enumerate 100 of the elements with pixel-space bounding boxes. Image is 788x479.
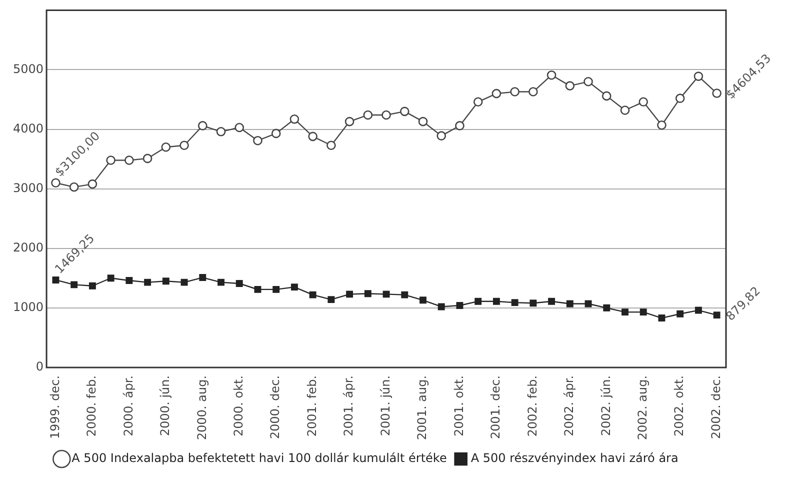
point: [236, 280, 243, 287]
x-tick-label: 2001. dec.: [488, 375, 503, 440]
point: [640, 308, 647, 316]
point: [180, 278, 188, 286]
point: [88, 179, 98, 189]
point: [418, 116, 428, 126]
x-tick-label: 2001. okt.: [452, 375, 466, 436]
point: [584, 77, 593, 86]
point: [511, 299, 518, 306]
point: [565, 81, 575, 90]
point: [530, 300, 537, 307]
x-tick-label: 2000. aug.: [194, 375, 209, 440]
point: [566, 300, 574, 308]
point: [254, 286, 262, 293]
point: [638, 97, 648, 107]
point: [234, 122, 244, 132]
point: [272, 286, 280, 293]
point: [510, 87, 520, 96]
point: [473, 97, 483, 107]
point: [658, 314, 666, 322]
x-tick-label: 1999. dec.: [48, 375, 62, 440]
x-tick-label: 2002. dec.: [708, 375, 723, 440]
point: [253, 136, 262, 146]
point: [713, 312, 720, 319]
y-tick-label: 3000: [12, 180, 44, 195]
point: [676, 310, 684, 318]
x-tick-label: 2002. ápr.: [562, 375, 576, 436]
point: [107, 274, 114, 282]
point: [492, 88, 502, 98]
x-tick-label: 2000. dec.: [268, 375, 282, 440]
point: [603, 304, 610, 312]
point: [199, 274, 206, 282]
point: [420, 296, 426, 304]
point: [584, 300, 592, 308]
y-tick-label: 1000: [12, 300, 44, 314]
x-tick-label: 2000. okt.: [231, 375, 246, 436]
y-tick-label: 4000: [12, 121, 44, 136]
point: [218, 278, 224, 286]
point: [344, 116, 354, 126]
point: [271, 128, 281, 138]
point: [142, 154, 152, 164]
point: [456, 302, 464, 309]
point: [198, 121, 208, 130]
point: [308, 132, 318, 142]
point: [52, 276, 60, 284]
point: [657, 120, 666, 130]
x-tick-label: 2001. jún.: [378, 375, 392, 436]
point: [546, 70, 556, 80]
point: [363, 110, 373, 120]
x-tick-label: 2001. feb.: [304, 375, 319, 437]
legend-label: A 500 Indexalapba befektetett havi 100 dollár kumulált értéke: [72, 451, 447, 466]
point: [492, 298, 500, 305]
point: [455, 121, 464, 130]
point: [326, 140, 336, 150]
point: [438, 303, 445, 310]
x-tick-label: 2000. feb.: [84, 375, 99, 437]
y-tick-label: 0: [36, 360, 44, 374]
x-tick-label: 2000. jún.: [158, 375, 172, 436]
point: [346, 290, 354, 298]
point: [694, 72, 704, 81]
point: [328, 296, 335, 304]
x-tick-label: 2002. aug.: [635, 375, 650, 440]
point: [70, 281, 78, 288]
x-tick-label: 2001. aug.: [415, 375, 430, 440]
point: [436, 131, 446, 140]
point: [290, 114, 300, 124]
x-tick-label: 2002. okt.: [672, 375, 686, 436]
point: [51, 178, 60, 188]
point: [400, 106, 410, 116]
point: [694, 306, 702, 314]
point: [309, 291, 316, 298]
point: [106, 156, 116, 165]
point: [382, 290, 390, 298]
point: [124, 156, 134, 165]
point: [162, 278, 170, 285]
x-tick-label: 2002. jún.: [598, 375, 613, 436]
point: [382, 110, 391, 120]
y-tick-label: 5000: [12, 62, 44, 76]
point: [712, 88, 722, 98]
point: [161, 142, 171, 152]
point: [602, 91, 612, 101]
point: [88, 282, 96, 290]
x-tick-label: 2002. feb.: [525, 375, 540, 437]
point: [364, 290, 372, 298]
point: [290, 284, 298, 291]
point: [126, 277, 133, 284]
point: [622, 308, 628, 316]
point: [216, 127, 226, 136]
point: [69, 182, 79, 192]
point: [180, 140, 189, 150]
point: [620, 106, 630, 115]
point: [548, 298, 556, 305]
point: [474, 298, 482, 305]
point: [144, 278, 152, 286]
y-tick-label: 2000: [12, 240, 44, 254]
x-tick-label: 2000. ápr.: [121, 375, 136, 436]
point: [401, 291, 408, 298]
point: [675, 94, 685, 103]
point: [528, 87, 538, 96]
legend-label: A 500 részvényindex havi záró ára: [470, 451, 678, 466]
